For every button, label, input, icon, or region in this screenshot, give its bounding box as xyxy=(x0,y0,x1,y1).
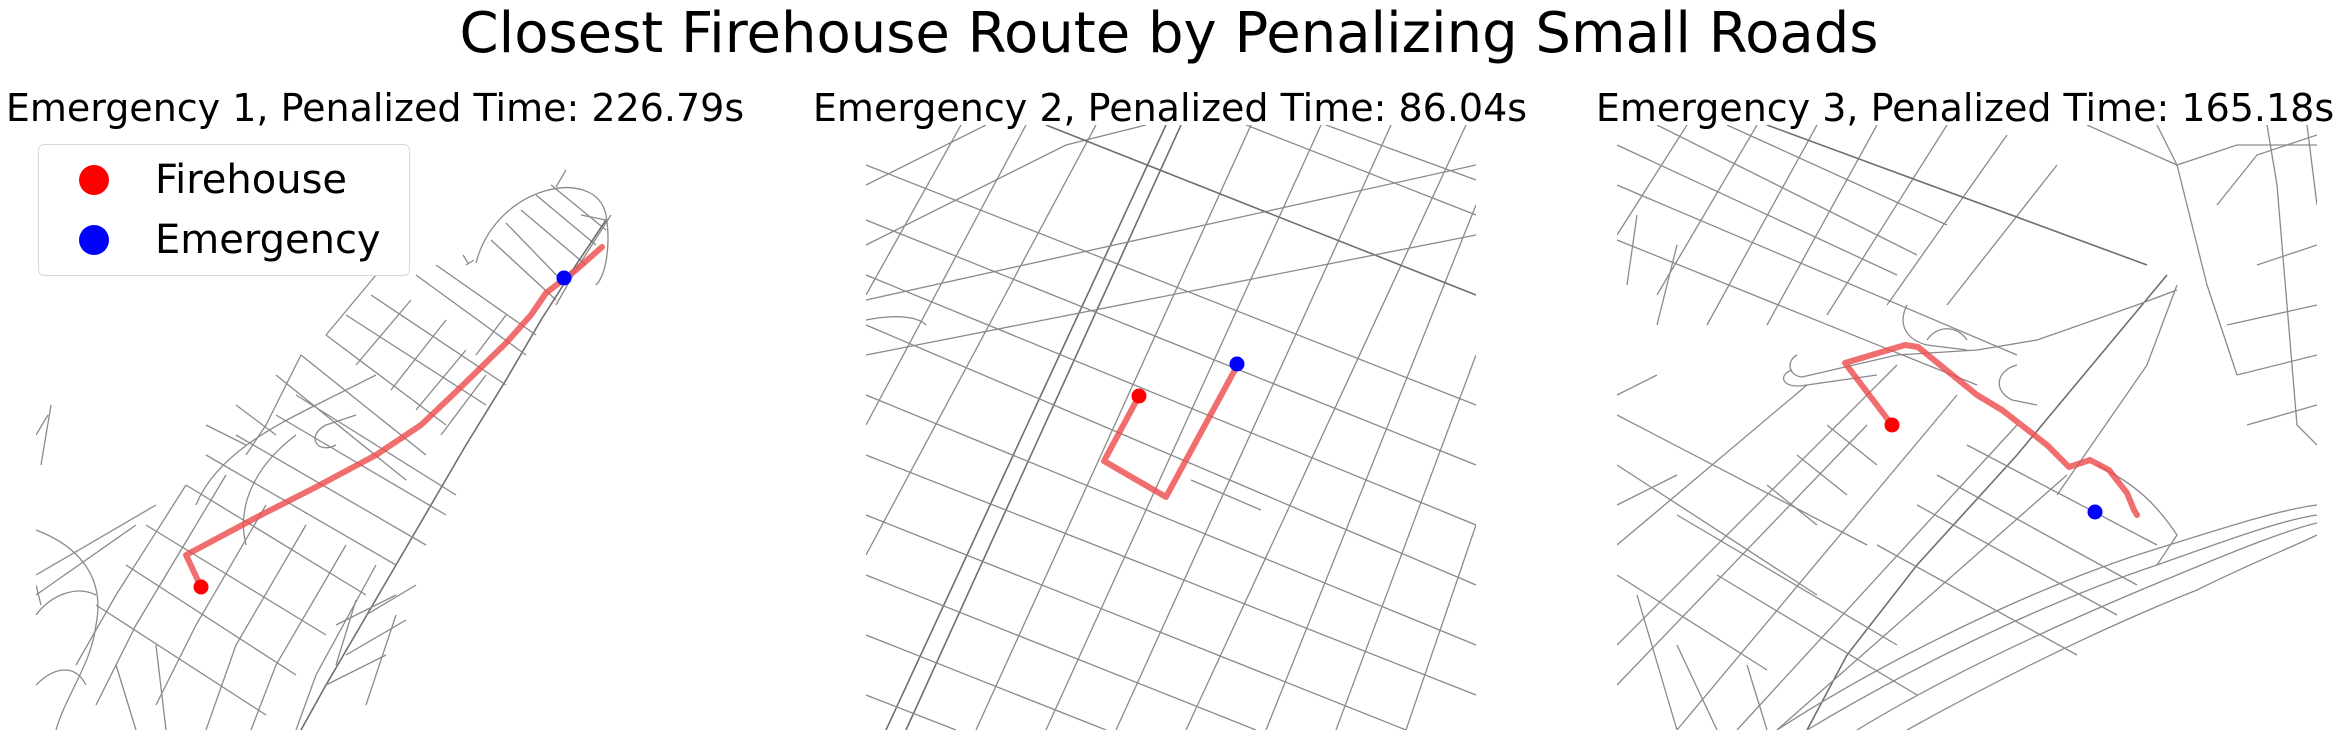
road-network xyxy=(1617,125,2317,730)
street-map-emergency-2[interactable] xyxy=(866,125,1476,730)
figure-title: Closest Firehouse Route by Penalizing Sm… xyxy=(459,1,1879,66)
legend: Firehouse Emergency xyxy=(38,144,410,276)
panel-title-emergency-1: Emergency 1, Penalized Time: 226.79s xyxy=(5,86,745,130)
firehouse-legend-marker xyxy=(79,165,109,195)
legend-item-emergency: Emergency xyxy=(39,215,381,265)
emergency-marker[interactable] xyxy=(556,270,572,286)
route-path-2 xyxy=(1101,363,1240,500)
emergency-legend-marker xyxy=(79,225,109,255)
panel-title-emergency-3: Emergency 3, Penalized Time: 165.18s xyxy=(1595,86,2335,130)
emergency-marker[interactable] xyxy=(1229,356,1245,372)
legend-label: Emergency xyxy=(155,217,381,263)
route-path-3 xyxy=(1842,342,2140,518)
street-map-emergency-3[interactable] xyxy=(1617,125,2317,730)
firehouse-marker[interactable] xyxy=(1884,417,1900,433)
firehouse-marker[interactable] xyxy=(193,579,209,595)
emergency-marker[interactable] xyxy=(2087,504,2103,520)
road-network xyxy=(866,125,1476,730)
route-path-1 xyxy=(183,244,605,590)
legend-label: Firehouse xyxy=(155,157,348,203)
panel-title-emergency-2: Emergency 2, Penalized Time: 86.04s xyxy=(812,86,1528,130)
legend-item-firehouse: Firehouse xyxy=(39,155,347,205)
firehouse-marker[interactable] xyxy=(1131,388,1147,404)
street-map-emergency-1[interactable] xyxy=(36,125,656,730)
